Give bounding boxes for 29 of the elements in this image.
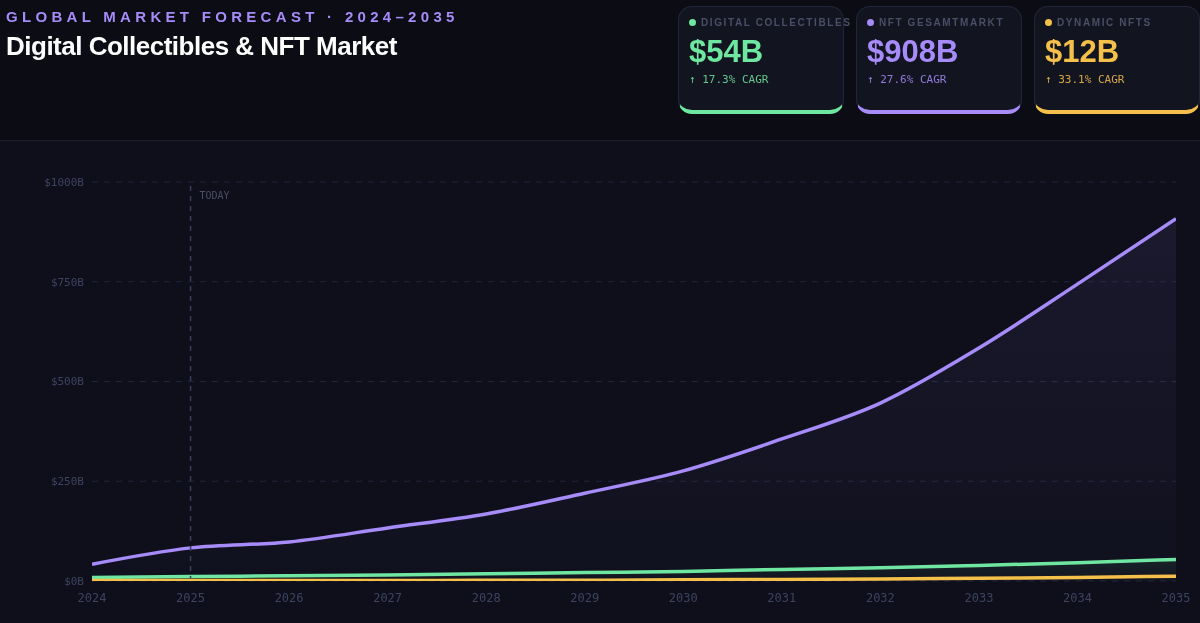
y-tick-label: $750B [50, 275, 85, 289]
text: $54B [689, 34, 765, 70]
x-tick-label: 2032 [865, 590, 895, 605]
x-tick-label: 2034 [1063, 590, 1092, 605]
x-tick-label: 2033 [964, 590, 994, 605]
text: $12B [1045, 34, 1121, 70]
legend-label: NFT GESAMTMARKT [879, 17, 1005, 28]
x-tick-label: 2024 [77, 590, 107, 605]
x-tick-label: 2030 [668, 590, 698, 605]
x-tick-label: 2031 [767, 590, 797, 605]
text: ↑ 17.3% CAGR [689, 73, 770, 86]
y-tick-label: $500B [50, 375, 85, 389]
text: ↑ 27.6% CAGR [867, 73, 948, 86]
legend-label: DYNAMIC NFTS [1057, 17, 1152, 28]
chart-title: Digital Collectibles & NFT Market [6, 31, 397, 62]
y-tick-label: $0B [64, 574, 85, 588]
x-tick-label: 2035 [1161, 590, 1191, 605]
x-tick-label: 2028 [471, 590, 501, 605]
x-tick-label: 2025 [176, 590, 205, 605]
legend-label: DIGITAL COLLECTIBLES [701, 17, 852, 28]
y-tick-label: $250B [50, 475, 85, 489]
text: ↑ 33.1% CAGR [1045, 73, 1126, 86]
x-tick-label: 2026 [274, 590, 304, 605]
x-tick-label: 2027 [373, 590, 403, 605]
ref-line-label: TODAY [199, 190, 230, 201]
y-tick-label: $1000B [44, 175, 85, 189]
x-tick-label: 2029 [570, 590, 600, 605]
text: $908B [867, 34, 960, 70]
chart-subtitle: GLOBAL MARKET FORECAST · 2024–2035 [6, 8, 459, 25]
